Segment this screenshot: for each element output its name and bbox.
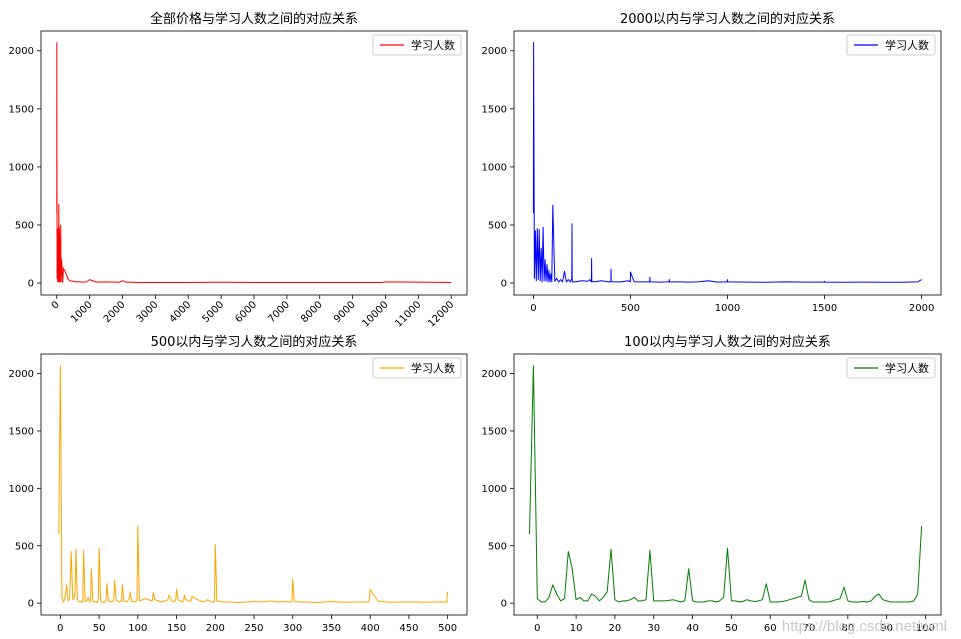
x-tick-label: 20	[609, 623, 622, 634]
x-tick-label: 150	[167, 623, 186, 634]
x-tick-label: 400	[361, 623, 380, 634]
axes-frame	[513, 353, 942, 616]
x-tick-label: 50	[725, 623, 738, 634]
x-tick-label: 250	[244, 623, 263, 634]
y-tick-label: 500	[488, 220, 507, 231]
x-tick-label: 30	[647, 623, 660, 634]
y-tick-label: 0	[28, 599, 34, 610]
x-tick-label: 90	[880, 623, 893, 634]
x-tick-label: 12000	[426, 299, 456, 329]
y-tick-label: 2000	[9, 369, 34, 380]
x-tick-label: 3000	[135, 299, 161, 325]
x-tick-label: 350	[322, 623, 341, 634]
x-tick-label: 0	[530, 303, 536, 314]
y-tick-label: 1000	[9, 162, 34, 173]
x-tick-label: 500	[438, 623, 457, 634]
legend: 学习人数	[846, 34, 936, 56]
y-tick-label: 1000	[482, 162, 507, 173]
legend-label: 学习人数	[885, 38, 929, 52]
chart-title: 500以内与学习人数之间的对应关系	[151, 334, 358, 350]
x-tick-label: 2000	[102, 299, 128, 325]
x-tick-label: 7000	[266, 299, 292, 325]
y-tick-label: 1500	[9, 426, 34, 437]
subplot-3: 500以内与学习人数之间的对应关系 0 500 1000 1500 2000 0 50 100 1…	[9, 334, 468, 634]
x-tick-label: 100	[128, 623, 147, 634]
legend: 学习人数	[372, 34, 462, 56]
y-tick-label: 0	[28, 279, 34, 290]
subplot-4: 100以内与学习人数之间的对应关系 0 500 1000 1500 2000 0 10 20 30…	[482, 334, 942, 634]
axes-frame	[40, 353, 468, 616]
axes-frame	[40, 30, 468, 296]
x-tick-label: 450	[399, 623, 418, 634]
chart-title: 全部价格与学习人数之间的对应关系	[150, 11, 358, 27]
x-tick-label: 0	[50, 299, 62, 311]
x-tick-label: 60	[764, 623, 777, 634]
subplot-1: 全部价格与学习人数之间的对应关系 0 500 1000 1500 2000 0 1000 200…	[9, 11, 468, 330]
y-tick-label: 500	[488, 541, 507, 552]
x-tick-label: 8000	[299, 299, 325, 325]
legend-box	[846, 34, 936, 56]
legend-label: 学习人数	[411, 38, 455, 52]
y-tick-label: 1500	[9, 104, 34, 115]
y-tick-label: 0	[501, 279, 507, 290]
x-tick-label: 10000	[360, 299, 390, 329]
x-tick-label: 200	[206, 623, 225, 634]
watermark: https://blog.csdn.net/wml	[781, 618, 947, 635]
y-tick-label: 1500	[482, 104, 507, 115]
series-line	[529, 365, 923, 603]
legend-label: 学习人数	[885, 361, 929, 375]
legend-label: 学习人数	[411, 361, 455, 375]
y-tick-label: 1000	[9, 484, 34, 495]
x-tick-label: 100	[916, 623, 935, 634]
x-tick-label: 80	[841, 623, 854, 634]
x-tick-label: 1000	[715, 303, 740, 314]
legend-box	[372, 34, 462, 56]
y-tick-label: 2000	[482, 46, 507, 57]
y-tick-label: 2000	[9, 46, 34, 57]
chart-title: 100以内与学习人数之间的对应关系	[624, 334, 831, 350]
y-tick-label: 0	[501, 599, 507, 610]
x-tick-label: 6000	[233, 299, 259, 325]
x-tick-label: 5000	[200, 299, 226, 325]
x-tick-label: 40	[686, 623, 699, 634]
axes-frame	[513, 30, 942, 296]
x-tick-label: 0	[57, 623, 63, 634]
y-tick-label: 2000	[482, 369, 507, 380]
x-tick-label: 11000	[393, 299, 423, 329]
x-tick-label: 4000	[168, 299, 194, 325]
x-tick-label: 1500	[812, 303, 837, 314]
y-tick-label: 1500	[482, 426, 507, 437]
x-tick-label: 10	[570, 623, 583, 634]
x-tick-label: 70	[803, 623, 816, 634]
legend-box	[372, 357, 462, 379]
x-tick-label: 9000	[332, 299, 358, 325]
series-line	[56, 42, 452, 283]
chart-title: 2000以内与学习人数之间的对应关系	[620, 11, 835, 27]
y-tick-label: 1000	[482, 484, 507, 495]
series-line	[532, 42, 922, 283]
legend-box	[846, 357, 936, 379]
x-tick-label: 300	[283, 623, 302, 634]
series-line	[58, 365, 449, 604]
x-tick-label: 0	[534, 623, 540, 634]
x-tick-label: 500	[621, 303, 640, 314]
legend: 学习人数	[846, 357, 936, 379]
x-tick-label: 50	[93, 623, 106, 634]
legend: 学习人数	[372, 357, 462, 379]
x-tick-label: 2000	[909, 303, 934, 314]
y-tick-label: 500	[15, 220, 34, 231]
subplot-2: 2000以内与学习人数之间的对应关系 0 500 1000 1500 2000 0 500 10…	[482, 11, 942, 314]
x-tick-label: 1000	[69, 299, 95, 325]
y-tick-label: 500	[15, 541, 34, 552]
